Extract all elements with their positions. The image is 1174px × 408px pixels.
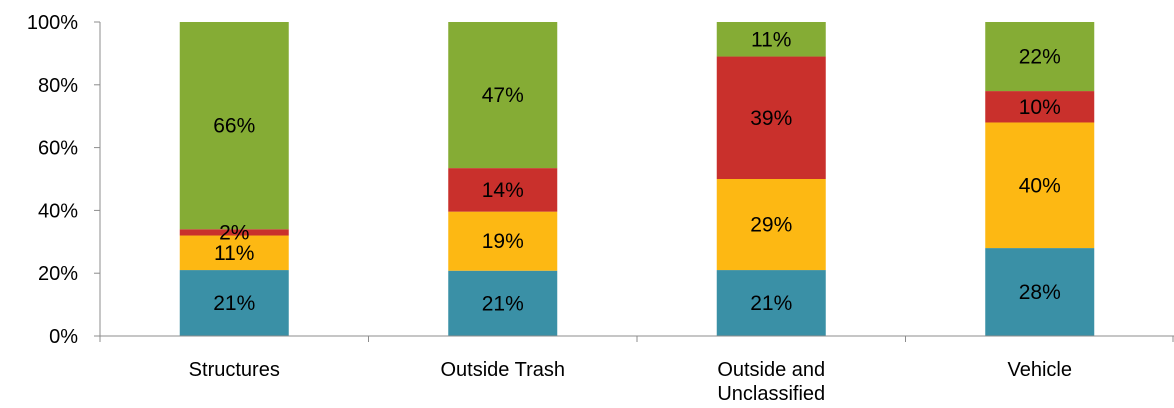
- data-label: 14%: [482, 179, 524, 202]
- bar-segment: [179, 22, 289, 230]
- data-label: 66%: [213, 115, 255, 138]
- bar-segment: [985, 22, 1095, 92]
- bars: [179, 22, 1095, 336]
- data-label: 47%: [482, 84, 524, 107]
- x-category-label: Outside and: [717, 359, 825, 381]
- data-label: 10%: [1019, 96, 1061, 119]
- data-label: 21%: [482, 292, 524, 315]
- y-tick-label: 20%: [38, 263, 78, 285]
- y-tick-label: 80%: [38, 75, 78, 97]
- y-tick-label: 0%: [49, 326, 78, 348]
- data-label: 29%: [750, 214, 792, 237]
- data-label: 21%: [213, 292, 255, 315]
- data-label: 19%: [482, 230, 524, 253]
- data-label: 39%: [750, 107, 792, 130]
- bar-segment: [179, 270, 289, 336]
- x-category-label: Vehicle: [1008, 359, 1073, 381]
- bar-segment: [448, 211, 558, 271]
- bar-segment: [985, 248, 1095, 336]
- bar-segment: [716, 179, 826, 271]
- bar-segment: [985, 91, 1095, 123]
- axes: [94, 21, 1174, 342]
- data-label: 28%: [1019, 281, 1061, 304]
- x-category-label: Structures: [189, 359, 280, 381]
- data-label: 11%: [751, 28, 791, 51]
- bar-segment: [448, 270, 558, 336]
- data-label: 2%: [219, 221, 249, 244]
- bar-segment: [179, 229, 289, 236]
- data-label: 40%: [1019, 174, 1061, 197]
- bar-segment: [716, 270, 826, 336]
- x-category-label: Unclassified: [717, 383, 825, 405]
- y-tick-label: 100%: [27, 12, 78, 34]
- y-tick-label: 40%: [38, 200, 78, 222]
- data-label: 11%: [214, 242, 254, 265]
- bar-segment: [179, 235, 289, 271]
- x-axis-categories: Structures Outside Trash Outside andUnclas…: [189, 359, 1072, 405]
- data-label: 21%: [750, 292, 792, 315]
- bar-segment: [985, 122, 1095, 249]
- bar-segment: [448, 168, 558, 212]
- data-labels: 21%11%2%66%21%19%14%47%21%29%39%11%28%40…: [213, 28, 1061, 315]
- data-label: 22%: [1019, 46, 1061, 69]
- bar-segment: [716, 22, 826, 57]
- bar-segment: [716, 56, 826, 179]
- bar-segment: [448, 22, 558, 169]
- y-axis-ticks: 0% 20% 40% 60% 80% 100%: [27, 12, 78, 348]
- y-tick-label: 60%: [38, 138, 78, 160]
- x-category-label: Outside Trash: [440, 359, 565, 381]
